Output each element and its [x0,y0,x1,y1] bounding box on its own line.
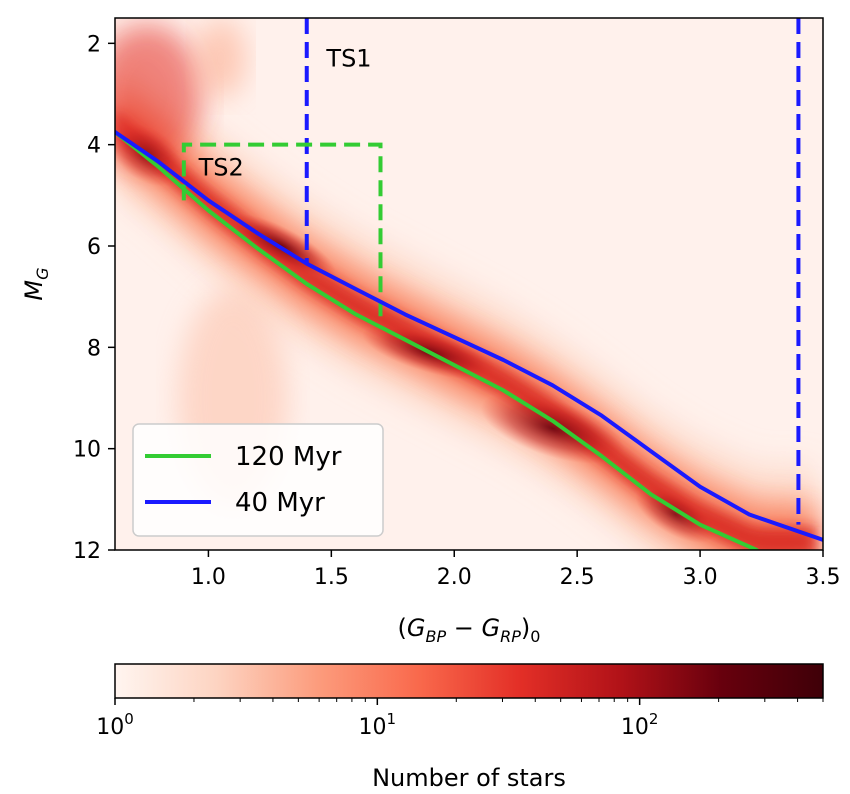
x-tick-label: 1.5 [314,565,349,590]
y-tick-label: 8 [87,336,101,361]
legend-label-0: 120 Myr [235,442,342,472]
y-tick-label: 6 [87,235,101,260]
annotation-ts2: TS2 [198,153,244,181]
annotation-ts1: TS1 [325,45,371,73]
x-tick-label: 2.0 [437,565,472,590]
legend-label-1: 40 Myr [235,488,325,518]
series-line-0 [115,130,759,550]
density-faint-plume [195,18,246,99]
series-layer [115,130,823,550]
colorbar-gradient [114,663,824,699]
y-axis-label: MG [20,267,52,300]
x-axis: 1.0 1.5 2.0 2.5 3.0 3.5 [191,550,841,590]
y-tick-label: 10 [73,438,101,463]
colorbar: 100 101 102 Number of stars [96,663,824,792]
colorbar-tick-label: 102 [621,710,659,740]
colorbar-label: Number of stars [372,764,566,792]
density-band-0 [115,43,816,550]
ts2-box [181,142,383,322]
series-line-1 [115,130,823,542]
x-tick-label: 1.0 [191,565,226,590]
legend-box [132,423,384,537]
y-tick-label: 4 [87,134,101,159]
x-tick-label: 3.5 [806,565,841,590]
density-band-1 [115,76,816,550]
colorbar-tick-label: 100 [96,710,134,740]
x-axis-label: (GBP − GRP)0 [398,614,541,646]
annotation-layer: TS1 TS2 [181,18,801,525]
density-field [115,18,823,550]
x-tick-label: 3.0 [683,565,718,590]
density-core-low [635,486,716,543]
colorbar-tick-label: 101 [359,710,397,740]
x-tick-label: 2.5 [560,565,595,590]
y-axis: 2 4 6 8 10 12 [73,32,115,564]
legend: 120 Myr 40 Myr [132,423,384,537]
y-tick-label: 12 [73,539,101,564]
plot-frame [114,17,824,551]
y-tick-label: 2 [87,32,101,57]
